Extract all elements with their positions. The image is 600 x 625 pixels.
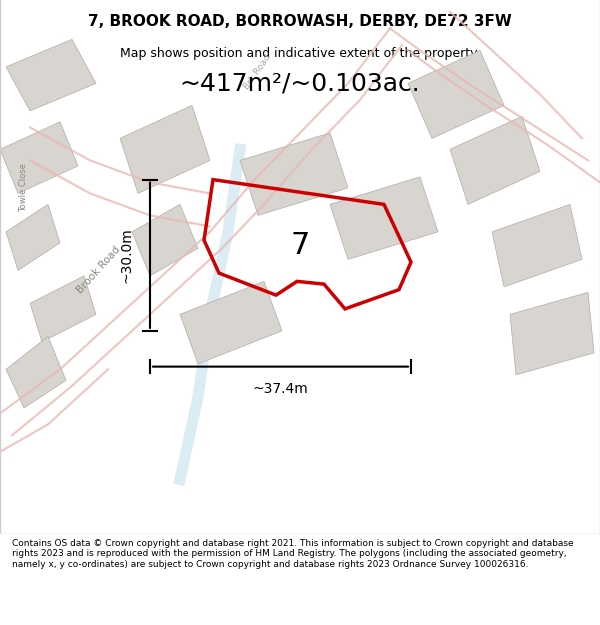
- Text: Map shows position and indicative extent of the property.: Map shows position and indicative extent…: [120, 48, 480, 61]
- Polygon shape: [6, 39, 96, 111]
- Polygon shape: [132, 204, 198, 276]
- Polygon shape: [240, 133, 348, 216]
- Polygon shape: [450, 116, 540, 204]
- Text: ~37.4m: ~37.4m: [253, 382, 308, 396]
- Text: ~417m²/~0.103ac.: ~417m²/~0.103ac.: [179, 71, 421, 96]
- Polygon shape: [0, 122, 78, 193]
- Text: 7, BROOK ROAD, BORROWASH, DERBY, DE72 3FW: 7, BROOK ROAD, BORROWASH, DERBY, DE72 3F…: [88, 14, 512, 29]
- Polygon shape: [408, 51, 504, 138]
- Text: ~30.0m: ~30.0m: [119, 228, 133, 283]
- Polygon shape: [492, 204, 582, 287]
- Text: Brk Road: Brk Road: [242, 53, 274, 92]
- Polygon shape: [180, 281, 282, 364]
- Polygon shape: [510, 292, 594, 375]
- Text: Towle Close: Towle Close: [19, 163, 29, 212]
- Text: 7: 7: [290, 231, 310, 260]
- Polygon shape: [330, 177, 438, 259]
- Polygon shape: [6, 336, 66, 408]
- Polygon shape: [30, 276, 96, 342]
- Polygon shape: [6, 204, 60, 271]
- Text: Contains OS data © Crown copyright and database right 2021. This information is : Contains OS data © Crown copyright and d…: [12, 539, 574, 569]
- Polygon shape: [120, 106, 210, 193]
- Text: Brook Road: Brook Road: [76, 245, 122, 296]
